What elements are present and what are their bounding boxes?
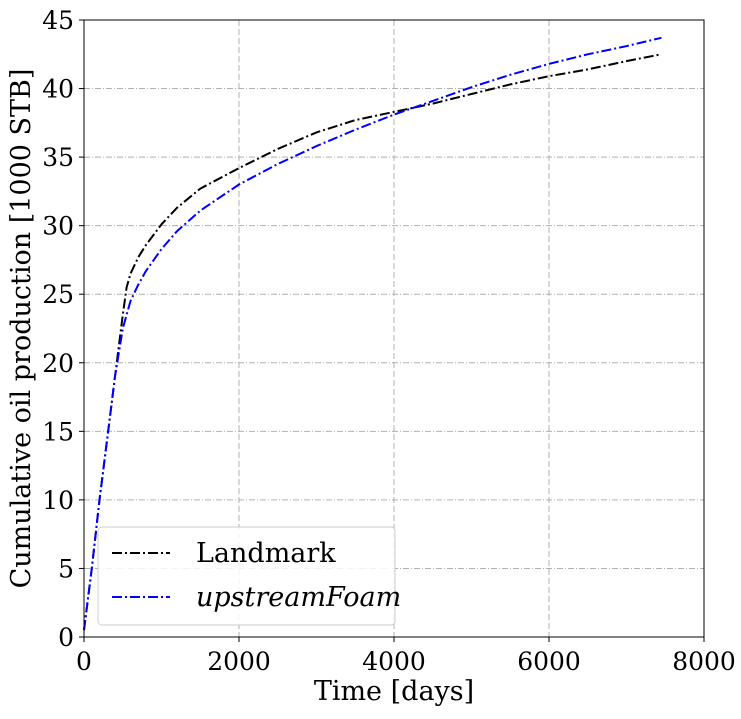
x-tick-label: 0 (76, 647, 92, 676)
y-tick-label: 45 (42, 6, 74, 35)
legend-label: Landmark (196, 538, 336, 569)
x-tick-label: 4000 (362, 647, 426, 676)
y-tick-label: 40 (42, 75, 74, 104)
legend: Landmark upstreamFoam (97, 526, 401, 626)
axis-ticks: 0 2000 4000 6000 8000 0 5 10 15 20 25 30 35 40 45 (42, 6, 736, 676)
legend-label: upstreamFoam (196, 582, 401, 613)
x-tick-label: 8000 (672, 647, 736, 676)
x-tick-label: 2000 (207, 647, 271, 676)
legend-box (97, 526, 396, 626)
x-tick-label: 6000 (517, 647, 581, 676)
y-tick-label: 15 (42, 417, 74, 446)
series-line-upstreamfoam (83, 36, 662, 631)
y-tick-label: 10 (42, 486, 74, 515)
y-axis-title: Cumulative oil production [1000 STB] (6, 69, 37, 589)
y-tick-label: 20 (42, 349, 74, 378)
y-tick-label: 0 (58, 623, 74, 652)
y-tick-label: 35 (42, 143, 74, 172)
x-axis-title: Time [days] (314, 676, 474, 707)
y-tick-label: 30 (42, 212, 74, 241)
series-lines (83, 36, 662, 631)
y-tick-label: 5 (58, 554, 74, 583)
y-tick-label: 25 (42, 280, 74, 309)
